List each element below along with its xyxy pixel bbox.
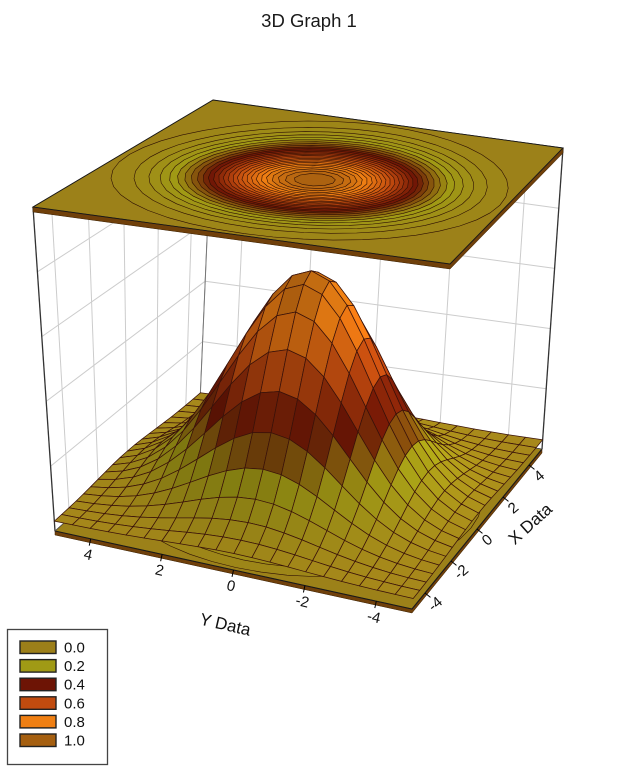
legend-item: 0.6 [19, 695, 85, 712]
y-axis-tick-label: 4 [82, 546, 94, 564]
x-axis-tick-label: -4 [425, 593, 446, 615]
y-axis-title: Y Data [198, 610, 253, 640]
contour-top-projection [31, 99, 564, 270]
surface-mesh [53, 270, 543, 599]
legend-swatch [19, 733, 57, 748]
legend-item: 0.0 [19, 640, 85, 657]
legend-item: 0.2 [19, 658, 85, 675]
legend-swatch [19, 640, 57, 655]
legend-item: 0.4 [19, 677, 85, 694]
legend-swatch [19, 677, 57, 692]
x-axis-tick-label: -2 [451, 561, 472, 583]
legend-swatch [19, 658, 57, 673]
legend-label: 0.2 [64, 658, 85, 675]
legend-item: 0.8 [19, 714, 85, 731]
legend: 0.00.2 0.40.6 0.8 1.0 [6, 628, 109, 766]
legend-label: 0.6 [64, 695, 85, 712]
legend-label: 1.0 [64, 733, 85, 750]
legend-label: 0.4 [64, 677, 85, 694]
y-axis-tick-label: 0 [225, 577, 237, 595]
y-axis-tick-label: -4 [365, 608, 382, 628]
x-axis-tick-label: 2 [505, 499, 522, 517]
legend-swatch [19, 696, 57, 710]
y-axis-tick-label: 2 [154, 561, 166, 579]
legend-label: 0.0 [64, 640, 85, 657]
legend-label: 0.8 [64, 714, 85, 731]
x-axis-tick-label: 4 [531, 467, 548, 485]
y-axis-tick-label: -2 [294, 592, 311, 612]
legend-item: 1.0 [19, 733, 85, 750]
x-axis-tick-label: 0 [479, 531, 496, 549]
legend-swatch [19, 714, 57, 729]
chart-title: 3D Graph 1 [261, 10, 357, 31]
